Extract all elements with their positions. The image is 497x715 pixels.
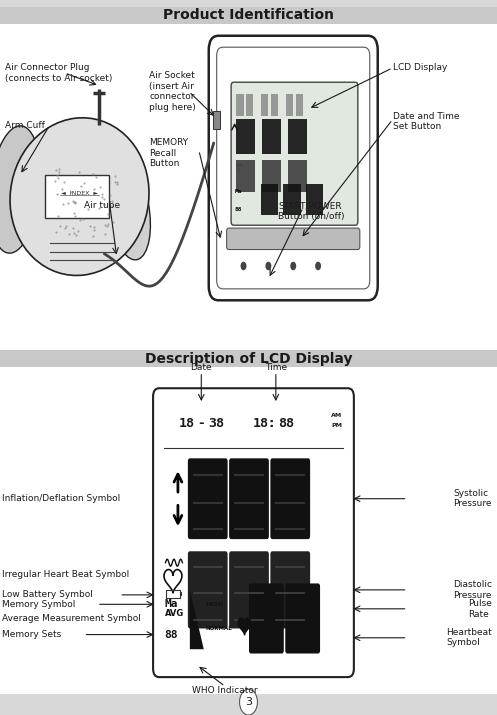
Bar (180, 592, 182, 596)
Text: 18: 18 (253, 418, 269, 430)
FancyBboxPatch shape (209, 36, 378, 300)
Text: Air Connector Plug
(connects to Air socket): Air Connector Plug (connects to Air sock… (5, 63, 112, 83)
Text: ◄  INDEX  ►: ◄ INDEX ► (61, 191, 98, 195)
Text: Air tube: Air tube (84, 202, 121, 210)
Text: 3: 3 (245, 697, 252, 707)
Text: Inflation/Deflation Symbol: Inflation/Deflation Symbol (2, 494, 121, 503)
Circle shape (241, 262, 247, 270)
Bar (0, 7, 497, 24)
Text: Arm Cuff: Arm Cuff (5, 121, 45, 129)
Text: Low Battery Symbol: Low Battery Symbol (2, 591, 93, 599)
Text: Diastolic
Pressure: Diastolic Pressure (453, 580, 492, 600)
FancyBboxPatch shape (231, 82, 358, 225)
FancyBboxPatch shape (217, 47, 370, 289)
Text: MEMORY
Recall
Button: MEMORY Recall Button (149, 138, 188, 168)
Circle shape (315, 262, 321, 270)
FancyBboxPatch shape (270, 551, 310, 628)
Text: 88: 88 (165, 630, 178, 639)
Bar (271, 94, 278, 116)
Bar (0, 350, 497, 367)
Text: 88: 88 (278, 418, 294, 430)
FancyBboxPatch shape (270, 458, 310, 539)
Text: Systolic
Pressure: Systolic Pressure (454, 489, 492, 508)
Ellipse shape (10, 118, 149, 275)
Bar (45, 175, 109, 218)
Bar (283, 184, 301, 214)
Text: Description of LCD Display: Description of LCD Display (145, 352, 352, 365)
FancyBboxPatch shape (153, 388, 354, 677)
Bar (236, 94, 244, 116)
Text: Product Identification: Product Identification (163, 9, 334, 22)
Bar (288, 160, 307, 192)
FancyBboxPatch shape (229, 458, 269, 539)
Bar (296, 94, 303, 116)
Text: PM: PM (331, 423, 342, 428)
Bar (288, 119, 307, 154)
Circle shape (265, 262, 271, 270)
FancyBboxPatch shape (229, 551, 269, 628)
Ellipse shape (0, 126, 41, 253)
Bar (246, 94, 253, 116)
Text: 88: 88 (235, 207, 242, 212)
Ellipse shape (108, 162, 151, 260)
Bar (236, 160, 255, 192)
Text: Heartbeat
Symbol: Heartbeat Symbol (446, 628, 492, 648)
Text: Date: Date (190, 363, 212, 372)
FancyBboxPatch shape (188, 551, 228, 628)
Text: 18: 18 (178, 418, 194, 430)
Text: 38: 38 (208, 418, 224, 430)
Text: -: - (198, 418, 204, 430)
Bar (261, 184, 278, 214)
Text: LCD Display: LCD Display (393, 64, 447, 72)
Text: Time: Time (265, 363, 287, 372)
Text: :: : (268, 418, 273, 430)
Bar (286, 94, 293, 116)
Circle shape (290, 262, 296, 270)
Bar (0, 367, 497, 694)
Text: Date and Time
Set Button: Date and Time Set Button (393, 112, 459, 132)
Text: Ma: Ma (235, 189, 242, 194)
Text: AVG: AVG (166, 609, 184, 618)
Text: WHO Indicator: WHO Indicator (192, 686, 258, 696)
Polygon shape (190, 590, 204, 649)
Text: Memory Sets: Memory Sets (2, 630, 62, 639)
Bar (306, 184, 323, 214)
Bar (213, 111, 220, 129)
Text: START/POWER
Button (on/off): START/POWER Button (on/off) (278, 201, 345, 221)
Text: NORMAL: NORMAL (206, 626, 233, 631)
Text: Average Measurement Symbol: Average Measurement Symbol (2, 614, 141, 623)
Text: Air Socket
(insert Air
connector
plug here): Air Socket (insert Air connector plug he… (149, 72, 196, 112)
FancyBboxPatch shape (249, 583, 284, 654)
Polygon shape (238, 618, 251, 635)
Bar (261, 94, 268, 116)
Bar (262, 160, 281, 192)
FancyBboxPatch shape (188, 458, 228, 539)
Circle shape (240, 689, 257, 715)
Text: Pulse
Rate: Pulse Rate (468, 599, 492, 618)
Bar (262, 119, 281, 154)
Text: ♡: ♡ (235, 165, 242, 171)
FancyBboxPatch shape (285, 583, 320, 654)
Text: HIGH: HIGH (206, 602, 224, 607)
Bar (0, 24, 497, 350)
Text: Irregular Heart Beat Symbol: Irregular Heart Beat Symbol (2, 570, 130, 578)
Bar (166, 590, 180, 598)
FancyBboxPatch shape (227, 228, 360, 250)
Bar (236, 119, 255, 154)
Text: AM: AM (331, 413, 342, 418)
Text: Ma: Ma (165, 599, 178, 609)
Text: Memory Symbol: Memory Symbol (2, 600, 76, 608)
